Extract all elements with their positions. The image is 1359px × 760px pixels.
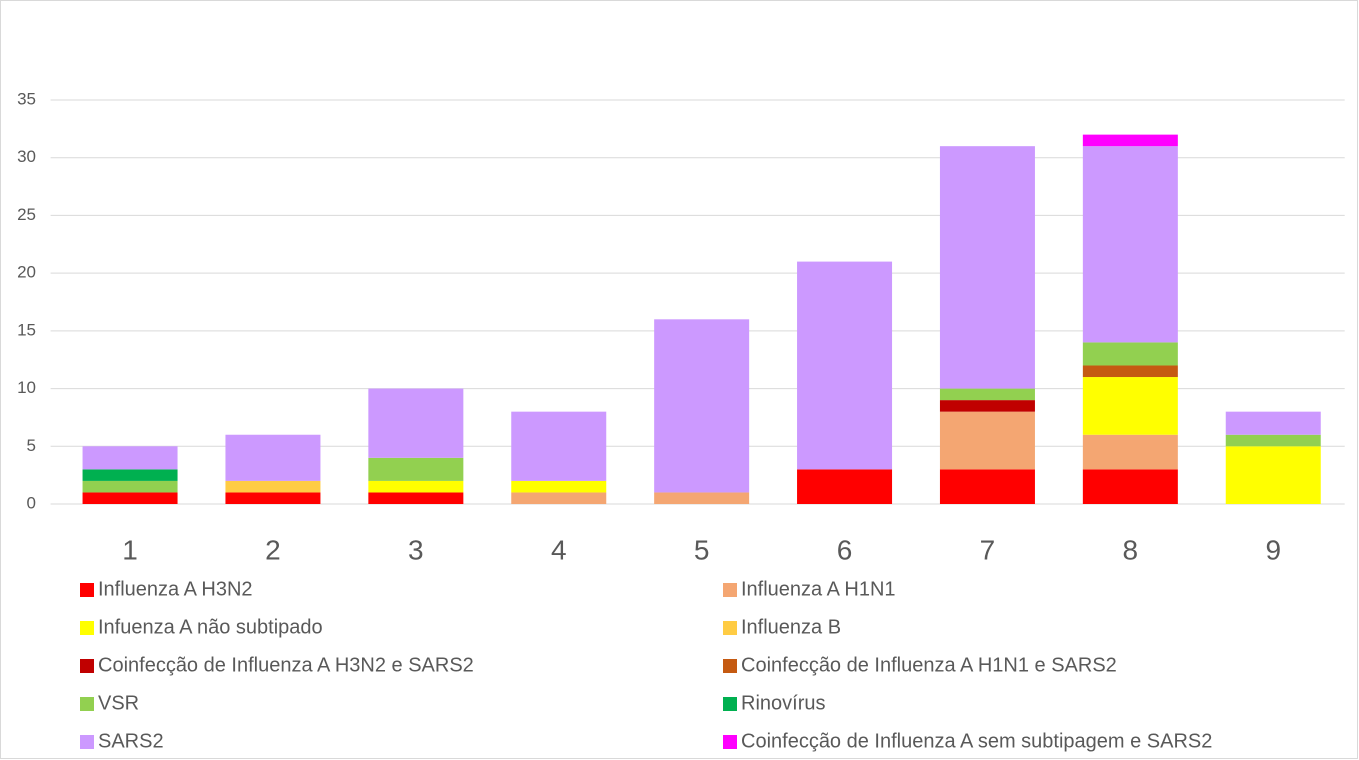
bar-segment	[654, 319, 750, 493]
bar-segment	[1082, 342, 1178, 366]
x-tick-label: 2	[265, 534, 281, 565]
bar-segment	[1082, 434, 1178, 470]
bar-segment	[1082, 469, 1178, 504]
bar-segment	[654, 492, 750, 504]
bar-segment	[82, 446, 178, 470]
bar-segment	[1225, 434, 1321, 447]
bar-segment	[82, 469, 178, 481]
y-tick-label: 30	[17, 147, 36, 166]
bar-segment	[1225, 446, 1321, 504]
legend-swatch	[723, 659, 737, 673]
bar-segment	[939, 400, 1035, 412]
bar-segment	[368, 388, 464, 458]
y-tick-label: 15	[17, 320, 36, 339]
x-tick-label: 7	[980, 534, 996, 565]
x-tick-label: 4	[551, 534, 567, 565]
legend-swatch	[80, 621, 94, 635]
legend-swatch	[80, 697, 94, 711]
y-tick-label: 35	[17, 89, 36, 108]
bar-segment	[82, 492, 178, 504]
bar-segment	[82, 480, 178, 493]
legend-label: Coinfecção de Influenza A H1N1 e SARS2	[741, 654, 1117, 676]
bar-segment	[368, 492, 464, 504]
legend-swatch	[80, 583, 94, 597]
bar-segment	[1082, 377, 1178, 435]
bar-segment	[939, 388, 1035, 401]
legend-label: Coinfecção de Influenza A sem subtipagem…	[741, 730, 1212, 752]
legend-label: Rinovírus	[741, 692, 825, 714]
legend-label: SARS2	[98, 730, 164, 752]
bar-segment	[225, 434, 321, 481]
y-tick-label: 25	[17, 205, 36, 224]
legend-label: Influenza B	[741, 616, 841, 638]
legend-swatch	[723, 621, 737, 635]
x-tick-label: 5	[694, 534, 710, 565]
bar-segment	[225, 480, 321, 493]
bar-segment	[368, 457, 464, 481]
legend-label: VSR	[98, 692, 139, 714]
bar-segment	[939, 146, 1035, 389]
bar-segment	[368, 480, 464, 493]
x-tick-label: 9	[1265, 534, 1281, 565]
bar-segment	[511, 411, 607, 481]
x-tick-label: 8	[1123, 534, 1139, 565]
bar-segment	[225, 492, 321, 504]
legend-label: Influenza A H3N2	[98, 578, 253, 600]
bar-segment	[939, 411, 1035, 470]
legend-label: Influenza A H1N1	[741, 578, 896, 600]
bar-segment	[1082, 146, 1178, 343]
y-tick-label: 5	[27, 436, 36, 455]
bar-segment	[797, 261, 893, 470]
y-tick-label: 10	[17, 378, 36, 397]
bar-segment	[797, 469, 893, 504]
legend-swatch	[80, 735, 94, 749]
bar-segment	[939, 469, 1035, 504]
x-tick-label: 3	[408, 534, 424, 565]
legend-label: Infuenza A não subtipado	[98, 616, 323, 638]
bar-segment	[1225, 411, 1321, 435]
y-tick-label: 0	[27, 493, 36, 512]
legend-swatch	[80, 659, 94, 673]
legend-label: Coinfecção de Influenza A H3N2 e SARS2	[98, 654, 474, 676]
x-tick-label: 1	[122, 534, 138, 565]
bar-segment	[1082, 134, 1178, 147]
y-tick-label: 20	[17, 263, 36, 282]
bar-segment	[1082, 365, 1178, 378]
bar-segment	[511, 480, 607, 493]
legend-swatch	[723, 697, 737, 711]
bar-segment	[511, 492, 607, 504]
x-tick-label: 6	[837, 534, 853, 565]
legend-swatch	[723, 583, 737, 597]
legend-swatch	[723, 735, 737, 749]
